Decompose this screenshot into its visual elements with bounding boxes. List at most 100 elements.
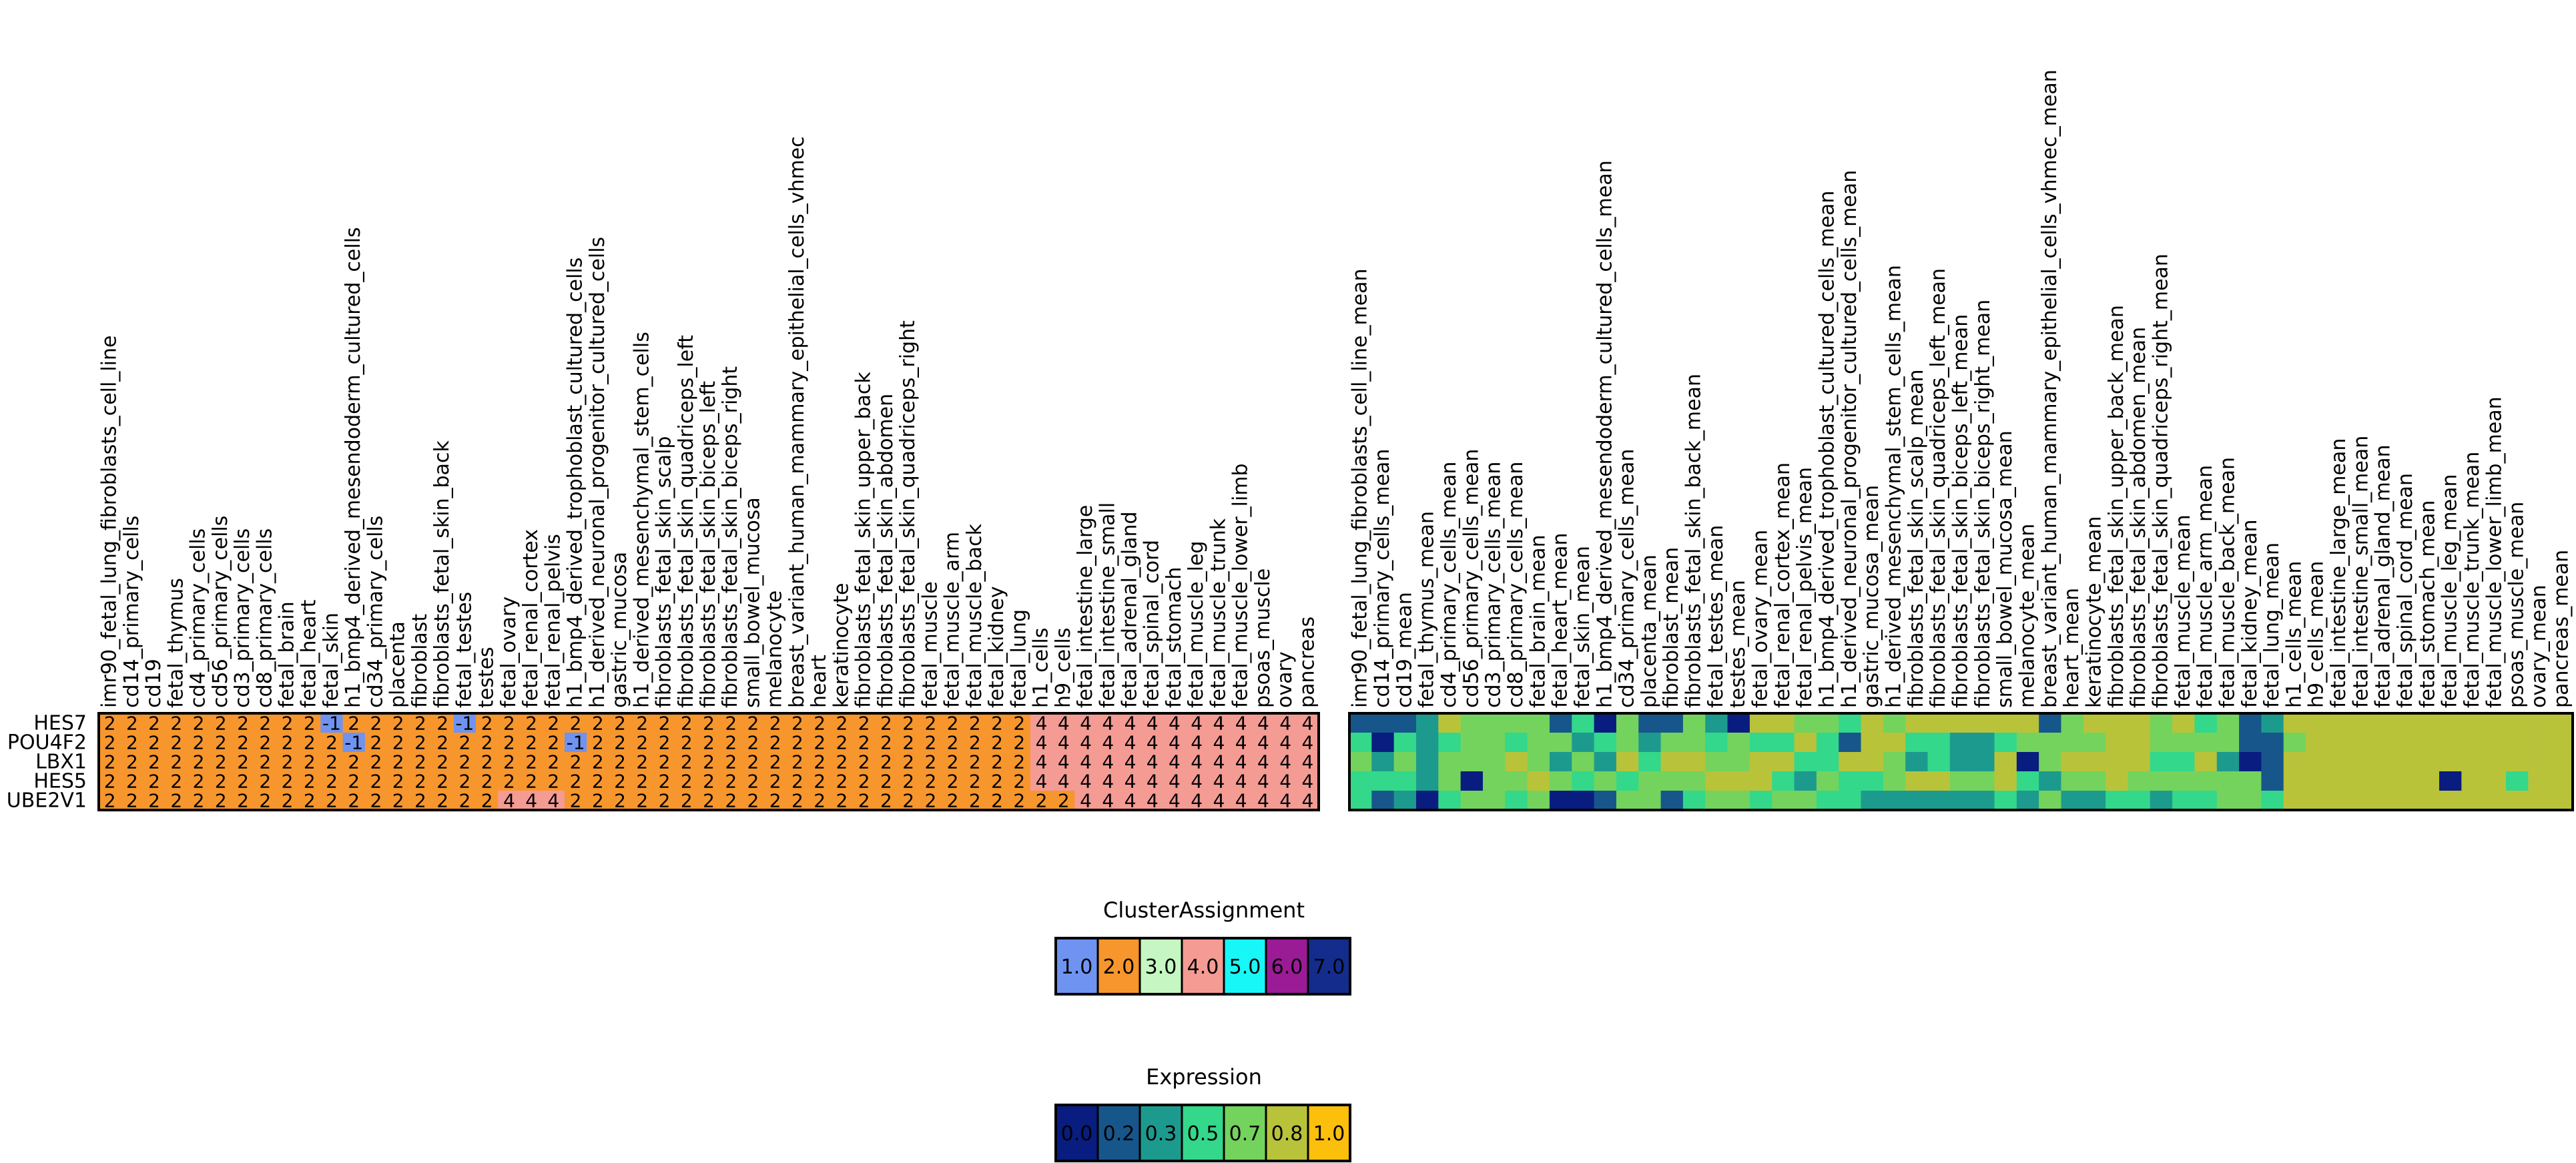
heatmap-cell	[1118, 771, 1142, 791]
row-label: POU4F2	[7, 731, 87, 755]
cell-value-label: 2	[104, 790, 116, 812]
heatmap-cell	[697, 752, 721, 772]
heatmap-cell	[2283, 752, 2306, 772]
cluster-assignment-legend: ClusterAssignment 1.0 2.0 3.0 4.0 5.0 6.0 7.0	[1054, 897, 1351, 996]
heatmap-cell	[2283, 771, 2306, 791]
column-label: fetal_muscle_leg_mean	[2439, 474, 2462, 708]
heatmap-cell	[1118, 713, 1142, 733]
cell-value-label: 2	[259, 771, 271, 793]
heatmap-cell	[232, 791, 255, 811]
column-label: fetal_muscle_arm_mean	[2194, 465, 2217, 708]
cell-value-label: 2	[126, 713, 138, 735]
column-label: pancreas_mean	[2549, 550, 2573, 708]
cell-value-label: 2	[348, 771, 360, 793]
column-label: fibroblasts_fetal_skin_abdomen_mean	[2127, 327, 2150, 708]
heatmap-cell	[2439, 752, 2462, 772]
cell-value-label: 2	[614, 732, 626, 754]
cell-value-label: 4	[503, 790, 515, 812]
heatmap-cell	[99, 771, 121, 791]
heatmap-cell	[431, 733, 454, 753]
heatmap-cell	[2506, 752, 2529, 772]
heatmap-cell	[1163, 791, 1186, 811]
heatmap-cell	[1949, 791, 1973, 811]
cell-value-label: 2	[969, 732, 981, 754]
heatmap-cell	[387, 733, 410, 753]
heatmap-cell	[476, 791, 499, 811]
column-label: cd4_primary_cells_mean	[1437, 462, 1461, 708]
heatmap-cell	[1816, 791, 1839, 811]
cell-value-label: 2	[1058, 790, 1070, 812]
heatmap-cell	[1482, 771, 1506, 791]
cell-value-label: 4	[1301, 713, 1313, 735]
column-label: fibroblasts_fetal_skin_biceps_right_mean	[1971, 300, 1995, 708]
column-label: melanocyte	[763, 591, 787, 708]
heatmap-cell	[2083, 713, 2106, 733]
heatmap-cell	[2083, 733, 2106, 753]
column-label: fetal_testes_mean	[1704, 525, 1728, 708]
heatmap-cell	[2061, 771, 2084, 791]
heatmap-cell	[342, 752, 366, 772]
heatmap-cell	[764, 771, 787, 791]
heatmap-cell	[1527, 791, 1550, 811]
cell-value-label: 2	[547, 713, 559, 735]
heatmap-cell	[121, 791, 143, 811]
heatmap-cell	[520, 752, 543, 772]
cell-value-label: 4	[1124, 713, 1137, 735]
heatmap-cell	[1008, 771, 1031, 791]
cell-value-label: 2	[436, 751, 448, 773]
heatmap-cell	[1296, 752, 1319, 772]
heatmap-cell	[498, 733, 521, 753]
heatmap-cell	[1749, 752, 1773, 772]
heatmap-cell	[1616, 771, 1639, 791]
cluster-assignment-legend-title: ClusterAssignment	[1103, 897, 1305, 923]
heatmap-cell	[2328, 771, 2351, 791]
legend-entry-label: 0.0	[1061, 1122, 1093, 1146]
heatmap-cell	[1230, 713, 1253, 733]
cell-value-label: 2	[193, 751, 205, 773]
cell-value-label: 4	[1257, 771, 1269, 793]
cell-value-label: 2	[304, 790, 316, 812]
heatmap-cell	[364, 771, 388, 791]
heatmap-cell	[2261, 791, 2284, 811]
heatmap-cell	[1638, 752, 1661, 772]
heatmap-cell	[830, 713, 854, 733]
cell-value-label: 4	[1080, 732, 1092, 754]
cell-value-label: 2	[659, 790, 671, 812]
cell-value-label: 2	[370, 790, 382, 812]
heatmap-cell	[1052, 733, 1075, 753]
heatmap-cell	[254, 752, 277, 772]
heatmap-cell	[919, 733, 942, 753]
heatmap-cell	[653, 733, 676, 753]
heatmap-cell	[675, 752, 698, 772]
heatmap-cell	[1638, 733, 1661, 753]
cell-value-label: 2	[170, 732, 182, 754]
cell-value-label: 4	[1124, 751, 1137, 773]
heatmap-cell	[1527, 771, 1550, 791]
column-label: ovary	[1273, 651, 1297, 708]
heatmap-cell	[1660, 733, 1684, 753]
heatmap-cell	[808, 733, 832, 753]
heatmap-cell	[2016, 791, 2039, 811]
cell-value-label: 2	[814, 771, 826, 793]
cell-value-label: 2	[348, 751, 360, 773]
heatmap-cell	[675, 713, 698, 733]
heatmap-cell	[342, 733, 366, 753]
heatmap-cell	[1949, 733, 1973, 753]
column-label: h1_cells_mean	[2282, 561, 2306, 708]
heatmap-cell	[1438, 752, 1462, 772]
heatmap-cell	[1252, 771, 1275, 791]
heatmap-cell	[187, 752, 210, 772]
cell-value-label: 2	[570, 771, 582, 793]
cell-value-label: 4	[1102, 751, 1114, 773]
heatmap-cell	[387, 791, 410, 811]
heatmap-cell	[2039, 713, 2061, 733]
heatmap-cell	[1096, 713, 1120, 733]
column-label: fetal_muscle_back	[963, 523, 986, 708]
cell-value-label: 2	[991, 771, 1003, 793]
heatmap-cell	[2194, 771, 2218, 791]
legend-swatch	[1265, 937, 1309, 996]
column-label: fetal_ovary	[497, 597, 521, 708]
heatmap-cell	[1274, 791, 1297, 811]
heatmap-cell	[1141, 733, 1164, 753]
heatmap-cell	[1705, 752, 1728, 772]
